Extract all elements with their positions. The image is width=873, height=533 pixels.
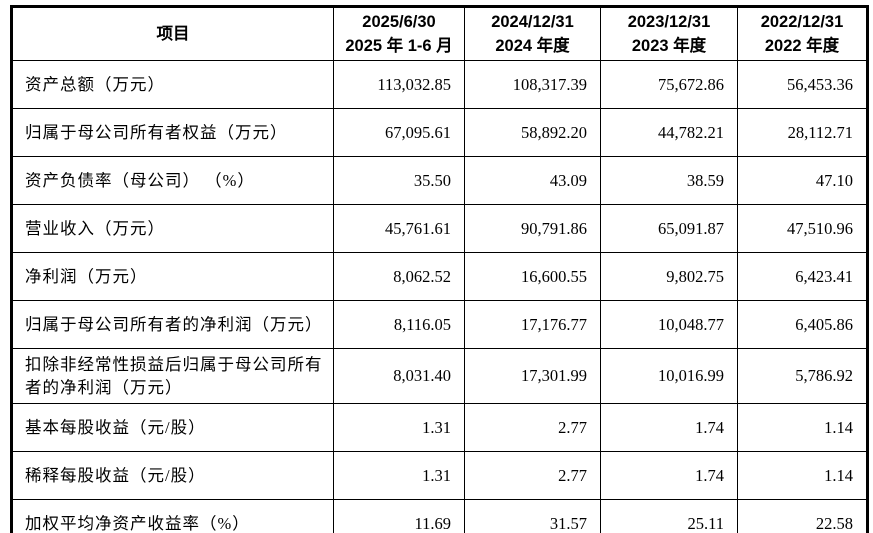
table-header-row: 项目 2025/6/30 2025 年 1-6 月 2024/12/31 2024 年… <box>11 6 868 61</box>
row-value: 8,031.40 <box>333 348 465 404</box>
row-value: 56,453.36 <box>737 60 868 109</box>
row-value: 1.74 <box>600 451 738 500</box>
row-value: 90,791.86 <box>464 204 601 253</box>
row-value: 65,091.87 <box>600 204 738 253</box>
period-date: 2024/12/31 <box>491 13 574 31</box>
row-label: 加权平均净资产收益率（%） <box>11 499 334 533</box>
row-value: 6,405.86 <box>737 300 868 349</box>
row-value: 17,301.99 <box>464 348 601 404</box>
row-value: 1.14 <box>737 403 868 452</box>
row-value: 43.09 <box>464 156 601 205</box>
row-label: 稀释每股收益（元/股） <box>11 451 334 500</box>
row-value: 17,176.77 <box>464 300 601 349</box>
column-header-item: 项目 <box>11 6 334 61</box>
row-value: 22.58 <box>737 499 868 533</box>
table-row: 扣除非经常性损益后归属于母公司所有者的净利润（万元） 8,031.40 17,301… <box>11 348 868 404</box>
table-row: 营业收入（万元） 45,761.61 90,791.86 65,091.87 47,51… <box>11 204 868 253</box>
row-value: 38.59 <box>600 156 738 205</box>
row-value: 1.31 <box>333 403 465 452</box>
row-value: 8,062.52 <box>333 252 465 301</box>
period-label: 2024 年度 <box>495 37 570 55</box>
row-label: 基本每股收益（元/股） <box>11 403 334 452</box>
row-value: 1.74 <box>600 403 738 452</box>
table-body: 资产总额（万元） 113,032.85 108,317.39 75,672.86 56,… <box>11 60 868 533</box>
row-value: 10,016.99 <box>600 348 738 404</box>
row-label: 资产总额（万元） <box>11 60 334 109</box>
period-label: 2025 年 1-6 月 <box>345 37 453 55</box>
period-label: 2023 年度 <box>631 37 707 55</box>
column-header-period: 2024/12/31 2024 年度 <box>464 6 601 61</box>
table-row: 净利润（万元） 8,062.52 16,600.55 9,802.75 6,423.41 <box>11 252 868 301</box>
period-date: 2025/6/30 <box>362 13 436 31</box>
row-value: 1.31 <box>333 451 465 500</box>
row-label: 资产负债率（母公司） （%） <box>11 156 334 205</box>
row-label: 净利润（万元） <box>11 252 334 301</box>
table-row: 归属于母公司所有者的净利润（万元） 8,116.05 17,176.77 10,048… <box>11 300 868 349</box>
row-label: 扣除非经常性损益后归属于母公司所有者的净利润（万元） <box>11 348 334 404</box>
row-value: 47.10 <box>737 156 868 205</box>
row-value: 35.50 <box>333 156 465 205</box>
row-value: 28,112.71 <box>737 108 868 157</box>
row-value: 47,510.96 <box>737 204 868 253</box>
row-value: 5,786.92 <box>737 348 868 404</box>
row-value: 16,600.55 <box>464 252 601 301</box>
row-value: 108,317.39 <box>464 60 601 109</box>
table-row: 基本每股收益（元/股） 1.31 2.77 1.74 1.14 <box>11 403 868 452</box>
row-value: 11.69 <box>333 499 465 533</box>
table-row: 资产总额（万元） 113,032.85 108,317.39 75,672.86 56,… <box>11 60 868 109</box>
row-label: 归属于母公司所有者的净利润（万元） <box>11 300 334 349</box>
row-value: 8,116.05 <box>333 300 465 349</box>
row-value: 2.77 <box>464 451 601 500</box>
period-label: 2022 年度 <box>764 37 840 55</box>
row-value: 31.57 <box>464 499 601 533</box>
row-value: 25.11 <box>600 499 738 533</box>
row-value: 1.14 <box>737 451 868 500</box>
row-label: 归属于母公司所有者权益（万元） <box>11 108 334 157</box>
row-value: 9,802.75 <box>600 252 738 301</box>
row-value: 45,761.61 <box>333 204 465 253</box>
period-date: 2022/12/31 <box>760 13 844 31</box>
row-value: 113,032.85 <box>333 60 465 109</box>
row-value: 2.77 <box>464 403 601 452</box>
row-value: 75,672.86 <box>600 60 738 109</box>
column-header-period: 2025/6/30 2025 年 1-6 月 <box>333 6 465 61</box>
table-row: 稀释每股收益（元/股） 1.31 2.77 1.74 1.14 <box>11 451 868 500</box>
period-date: 2023/12/31 <box>627 13 711 31</box>
table-row: 归属于母公司所有者权益（万元） 67,095.61 58,892.20 44,782.… <box>11 108 868 157</box>
financial-summary-table: 项目 2025/6/30 2025 年 1-6 月 2024/12/31 2024 年… <box>10 5 869 533</box>
column-header-period: 2022/12/31 2022 年度 <box>737 6 868 61</box>
row-value: 44,782.21 <box>600 108 738 157</box>
row-value: 58,892.20 <box>464 108 601 157</box>
row-value: 10,048.77 <box>600 300 738 349</box>
row-value: 6,423.41 <box>737 252 868 301</box>
row-value: 67,095.61 <box>333 108 465 157</box>
column-header-period: 2023/12/31 2023 年度 <box>600 6 738 61</box>
table-row: 加权平均净资产收益率（%） 11.69 31.57 25.11 22.58 <box>11 499 868 533</box>
table-row: 资产负债率（母公司） （%） 35.50 43.09 38.59 47.10 <box>11 156 868 205</box>
row-label: 营业收入（万元） <box>11 204 334 253</box>
